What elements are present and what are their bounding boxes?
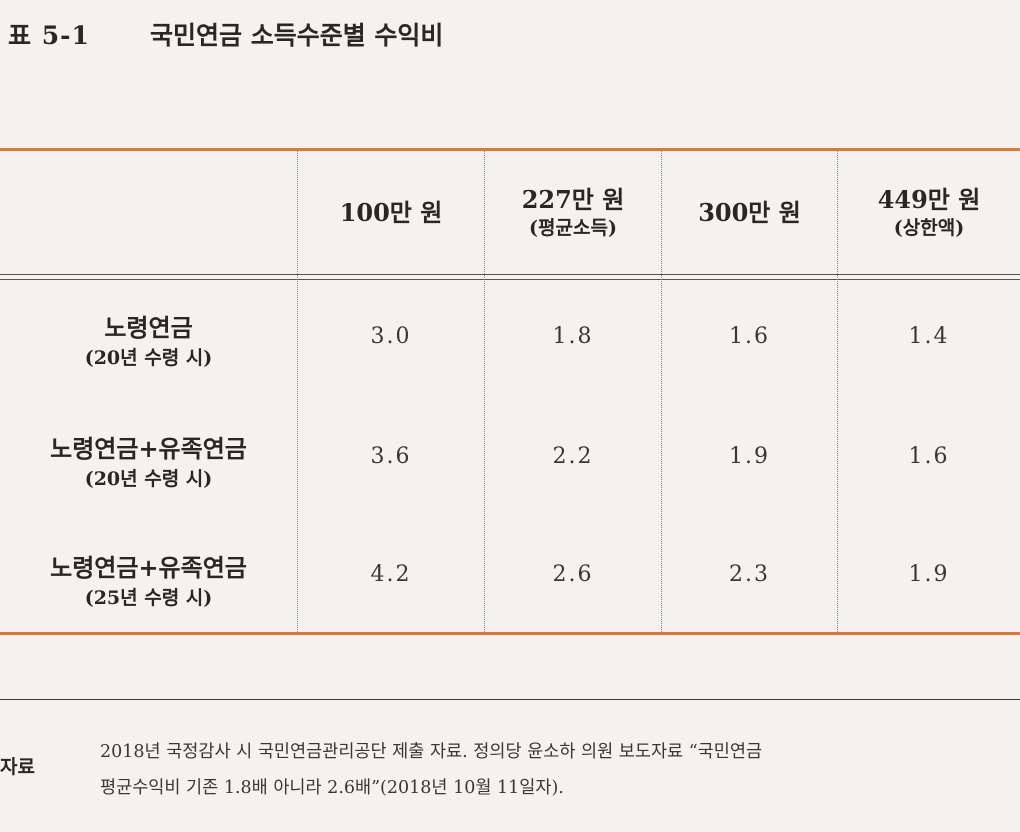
table-cell: 2.6 bbox=[552, 561, 594, 587]
row-sublabel: (20년 수령 시) bbox=[84, 468, 213, 490]
row-header: 노령연금+유족연금 (20년 수령 시) bbox=[0, 417, 297, 509]
row-label: 노령연금+유족연금 bbox=[50, 434, 247, 463]
source-note: 2018년 국정감사 시 국민연금관리공단 제출 자료. 정의당 윤소하 의원 … bbox=[100, 734, 1020, 806]
source-line: 2018년 국정감사 시 국민연금관리공단 제출 자료. 정의당 윤소하 의원 … bbox=[100, 742, 763, 762]
column-header-main: 227만 원 bbox=[521, 184, 625, 214]
table-cell: 3.6 bbox=[370, 443, 412, 469]
table-title: 국민연금 소득수준별 수익비 bbox=[150, 21, 444, 50]
row-sublabel: (20년 수령 시) bbox=[84, 347, 213, 369]
table-cell: 1.4 bbox=[908, 323, 950, 349]
table-cell: 2.2 bbox=[552, 443, 594, 469]
column-divider bbox=[297, 151, 298, 632]
column-header-sub: (상한액) bbox=[893, 216, 965, 239]
row-sublabel: (25년 수령 시) bbox=[84, 587, 213, 609]
table-cell: 4.2 bbox=[370, 561, 412, 587]
table-cell: 2.3 bbox=[729, 561, 770, 587]
row-label: 노령연금+유족연금 bbox=[50, 553, 247, 582]
column-header-main: 449만 원 bbox=[877, 184, 981, 214]
table-cell: 1.8 bbox=[552, 323, 594, 349]
column-header-main: 100만 원 bbox=[339, 197, 443, 227]
row-header: 노령연금 (20년 수령 시) bbox=[0, 296, 297, 388]
table-cell: 1.6 bbox=[729, 323, 770, 349]
table-caption: 표 5-1 국민연금 소득수준별 수익비 bbox=[8, 14, 443, 54]
header-rule-upper bbox=[0, 274, 1020, 275]
row-header: 노령연금+유족연금 (25년 수령 시) bbox=[0, 536, 297, 628]
table-cell: 3.0 bbox=[370, 323, 412, 349]
row-label: 노령연금 bbox=[104, 313, 193, 342]
table-bottom-rule bbox=[0, 632, 1020, 635]
table-number: 표 5-1 bbox=[8, 21, 90, 50]
column-divider bbox=[484, 151, 485, 632]
source-line: 평균수익비 기존 1.8배 아니라 2.6배”(2018년 10월 11일자). bbox=[100, 778, 564, 798]
source-label: 자료 bbox=[0, 756, 35, 778]
column-divider bbox=[837, 151, 838, 632]
table-cell: 1.6 bbox=[908, 443, 950, 469]
table-top-rule bbox=[0, 148, 1020, 151]
header-rule-lower bbox=[0, 279, 1020, 280]
column-header: 227만 원 (평균소득) bbox=[485, 151, 661, 274]
source-rule bbox=[0, 699, 1020, 700]
column-header: 449만 원 (상한액) bbox=[838, 151, 1020, 274]
column-divider bbox=[661, 151, 662, 632]
column-header-main: 300만 원 bbox=[698, 197, 801, 227]
column-header-sub: (평균소득) bbox=[529, 216, 617, 239]
table-cell: 1.9 bbox=[729, 443, 770, 469]
column-header: 300만 원 bbox=[662, 151, 837, 274]
table-cell: 1.9 bbox=[908, 561, 950, 587]
column-header: 100만 원 bbox=[298, 151, 484, 274]
